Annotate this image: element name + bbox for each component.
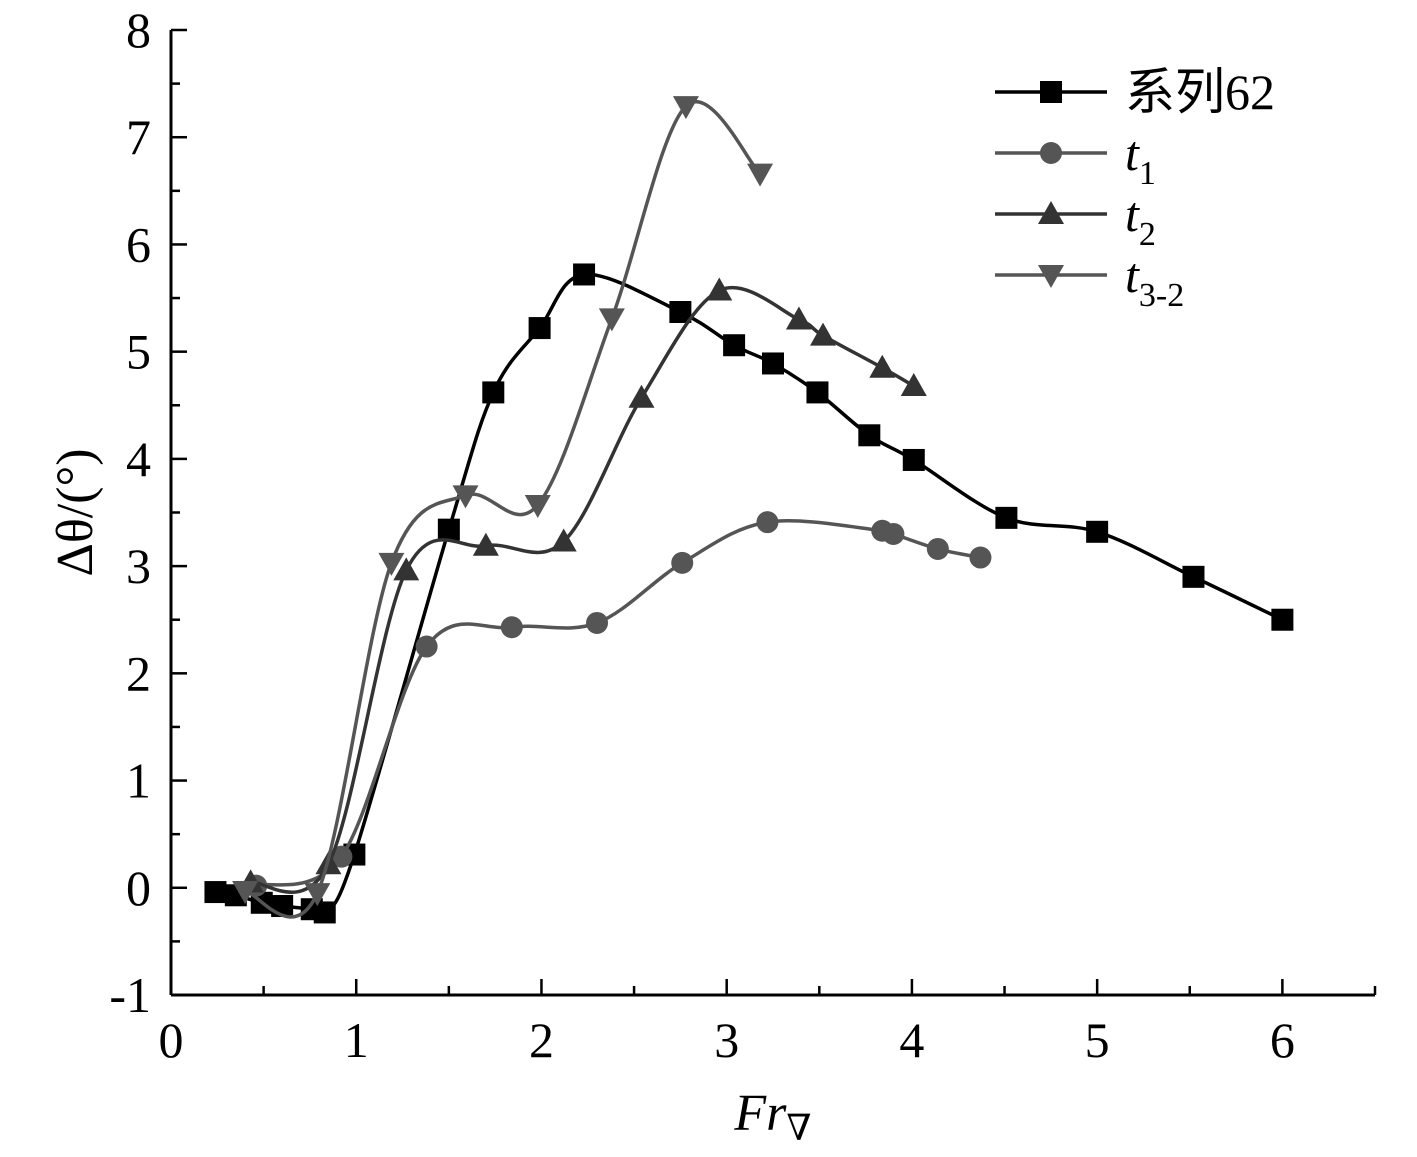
x-tick-label: 2 — [529, 1012, 554, 1068]
series-1 — [204, 263, 1294, 924]
data-point — [304, 883, 331, 907]
data-point — [902, 448, 925, 471]
data-point — [437, 518, 460, 541]
legend-label: t3-2 — [1125, 247, 1184, 314]
legend-marker — [1040, 81, 1062, 103]
data-point — [1271, 608, 1294, 631]
data-point — [969, 546, 992, 569]
data-point — [586, 611, 609, 634]
legend-label: t2 — [1125, 186, 1156, 253]
x-tick-label: 3 — [714, 1012, 739, 1068]
data-point — [747, 163, 774, 187]
data-point — [669, 300, 692, 323]
data-point — [785, 306, 812, 330]
data-point — [1182, 565, 1205, 588]
data-point — [482, 381, 505, 404]
y-tick-label: 7 — [126, 109, 151, 165]
y-tick-label: 2 — [126, 645, 151, 701]
series-line — [244, 100, 762, 919]
y-tick-label: 6 — [126, 216, 151, 272]
data-point — [598, 308, 625, 332]
data-point — [672, 96, 699, 120]
data-point — [573, 263, 596, 286]
data-point — [882, 522, 905, 545]
series-line — [215, 272, 1284, 918]
legend-item: t3-2 — [995, 247, 1184, 314]
data-point — [810, 322, 837, 346]
y-tick-label: 8 — [126, 2, 151, 58]
data-point — [706, 277, 733, 301]
data-point — [204, 881, 227, 904]
series-layer — [204, 96, 1294, 924]
data-point — [524, 494, 551, 518]
series-line — [255, 519, 981, 888]
y-axis-label: Δθ/(°) — [47, 448, 104, 576]
series-line — [250, 286, 915, 894]
series-4 — [232, 96, 774, 919]
y-tick-label: 5 — [126, 324, 151, 380]
x-tick-label: 0 — [159, 1012, 184, 1068]
y-tick-label: -1 — [109, 967, 151, 1023]
data-point — [756, 511, 779, 534]
data-point — [452, 485, 479, 509]
data-point — [995, 506, 1018, 529]
axis-labels: Fr∇ Δθ/(°) — [47, 448, 812, 1148]
data-point — [671, 551, 694, 574]
x-axis-label: Fr∇ — [733, 1085, 811, 1148]
data-point — [900, 372, 927, 396]
data-point — [550, 528, 577, 552]
y-tick-label: 3 — [126, 538, 151, 594]
x-tick-label: 6 — [1270, 1012, 1295, 1068]
data-point — [500, 616, 523, 639]
data-point — [926, 537, 949, 560]
legend-label: 系列62 — [1125, 64, 1275, 120]
data-point — [528, 317, 551, 340]
y-tick-label: 1 — [126, 753, 151, 809]
y-tick-label: 0 — [126, 860, 151, 916]
data-point — [330, 845, 353, 868]
legend-label: t1 — [1125, 125, 1156, 192]
data-point — [806, 381, 829, 404]
x-tick-label: 4 — [899, 1012, 924, 1068]
data-point — [628, 384, 655, 408]
y-tick-label: 4 — [126, 431, 151, 487]
legend-item: 系列62 — [995, 64, 1275, 120]
data-point — [1086, 520, 1109, 543]
data-point — [472, 532, 499, 556]
data-point — [415, 635, 438, 658]
data-point — [378, 552, 405, 576]
data-point — [393, 557, 420, 581]
data-point — [869, 354, 896, 378]
series-2 — [245, 511, 992, 897]
legend-marker — [1040, 142, 1062, 164]
legend-marker — [1038, 201, 1064, 224]
data-point — [762, 352, 784, 375]
data-point — [723, 334, 746, 357]
x-tick-label: 5 — [1085, 1012, 1110, 1068]
data-point — [858, 424, 881, 447]
x-tick-label: 1 — [344, 1012, 369, 1068]
data-point — [232, 880, 259, 904]
legend-item: t1 — [995, 125, 1156, 192]
data-point — [313, 901, 336, 924]
legend-marker — [1038, 265, 1064, 288]
legend-item: t2 — [995, 186, 1156, 253]
